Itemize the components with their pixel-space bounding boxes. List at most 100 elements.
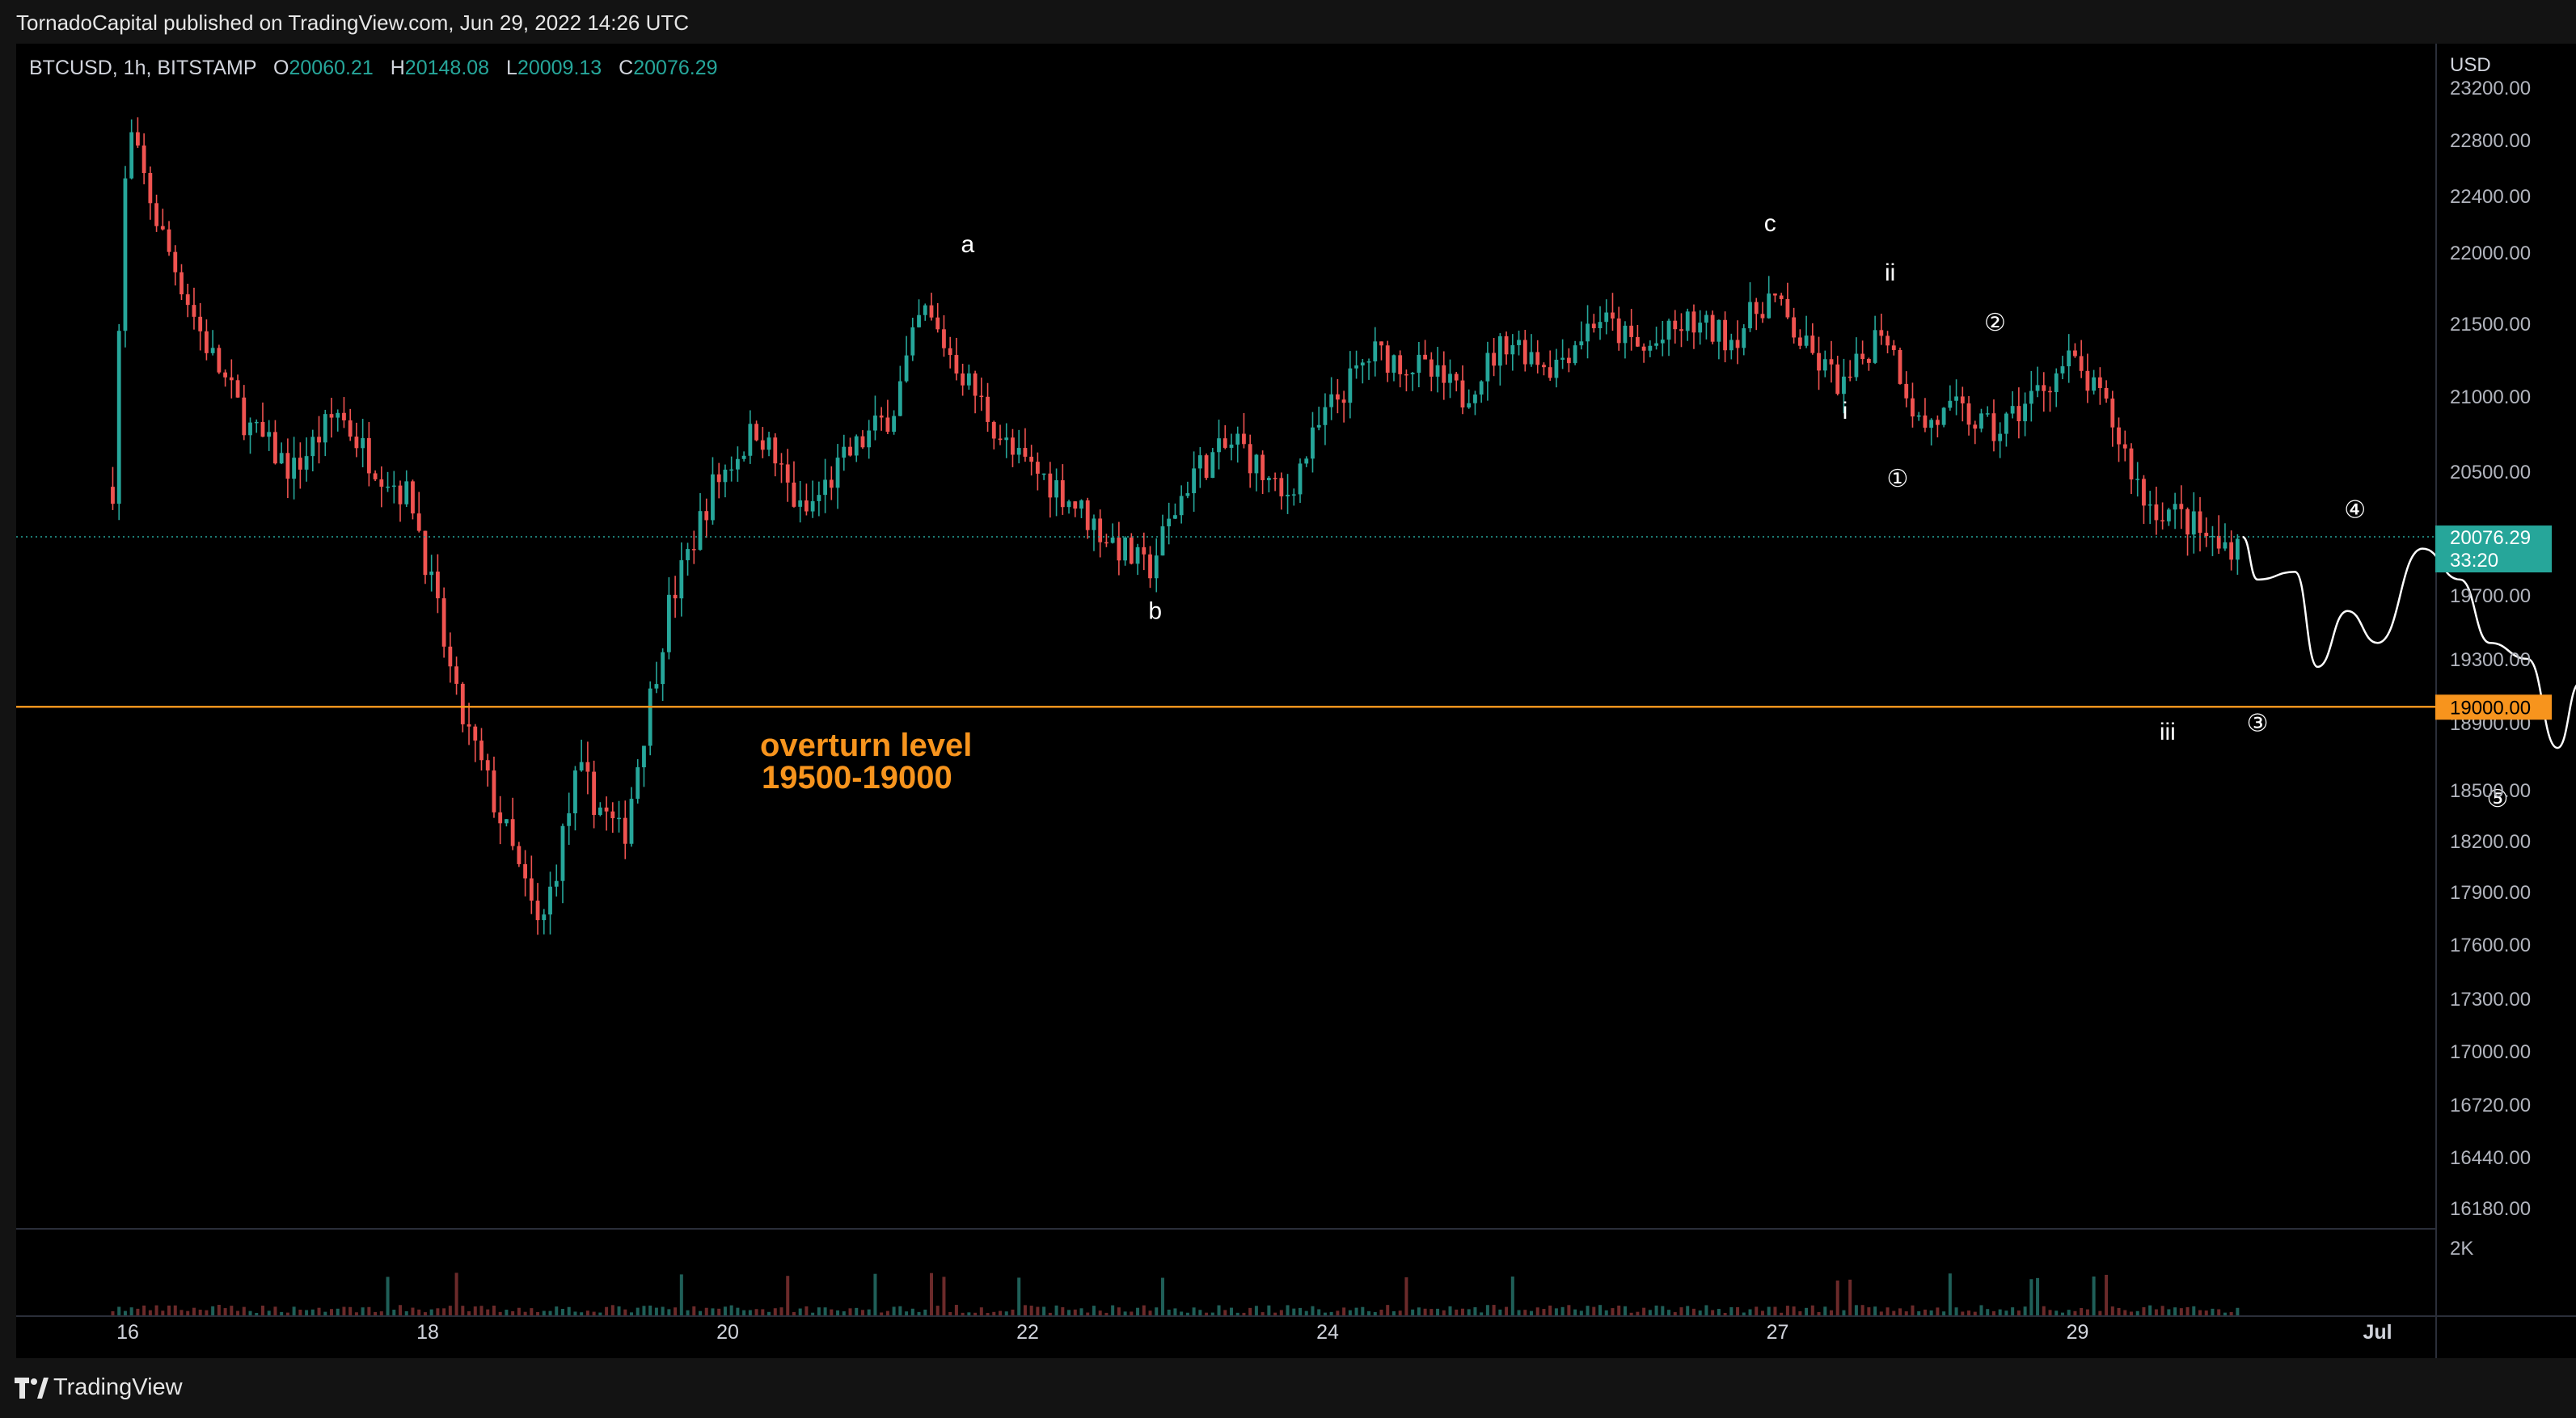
candle-body xyxy=(648,688,652,746)
volume-bar xyxy=(1386,1305,1390,1316)
candle-body xyxy=(1710,314,1715,342)
volume-bar xyxy=(1991,1310,1995,1316)
volume-bar xyxy=(417,1309,421,1316)
price-tick-label: 17900.00 xyxy=(2450,882,2531,904)
volume-bar xyxy=(1048,1312,1052,1316)
volume-bar xyxy=(292,1306,296,1316)
candle-body xyxy=(1685,311,1690,331)
volume-bar xyxy=(1023,1305,1027,1316)
candle-body xyxy=(629,799,634,844)
candle-body xyxy=(792,482,796,507)
candle-body xyxy=(673,594,678,599)
volume-bar xyxy=(1155,1307,1159,1316)
candle-body xyxy=(948,348,952,356)
volume-bar xyxy=(1217,1305,1221,1316)
candle-body xyxy=(2122,444,2127,449)
volume-bar xyxy=(1560,1306,1565,1316)
volume-bar xyxy=(1704,1305,1708,1316)
volume-bar xyxy=(1873,1306,1877,1316)
candle-body xyxy=(929,305,934,318)
candle-body xyxy=(1829,359,1834,365)
wave-label: c xyxy=(1764,210,1776,237)
wave-label: ③ xyxy=(2247,710,2269,736)
volume-bar xyxy=(1923,1309,1927,1316)
candle-body xyxy=(823,479,827,496)
candle-body xyxy=(779,463,783,465)
volume-bar xyxy=(1011,1309,1015,1316)
volume-bar xyxy=(610,1305,614,1316)
volume-bar xyxy=(217,1305,221,1316)
candle-body xyxy=(698,511,703,551)
volume-bar xyxy=(2167,1309,2171,1316)
volume-bar xyxy=(804,1306,809,1316)
volume-bar xyxy=(1098,1310,1102,1316)
volume-bar xyxy=(979,1307,983,1316)
volume-bar xyxy=(1729,1306,1734,1316)
candle-body xyxy=(1548,367,1552,378)
candle-body xyxy=(485,760,490,771)
volume-bar xyxy=(1598,1305,1603,1316)
candle-body xyxy=(1435,365,1440,377)
candle-body xyxy=(691,549,696,551)
candle-body xyxy=(2110,399,2115,428)
volume-bar xyxy=(836,1310,840,1316)
volume-bar xyxy=(2129,1311,2133,1316)
wave-label: ① xyxy=(1886,466,1908,492)
candle-body xyxy=(2004,413,2008,434)
candle-body xyxy=(573,770,577,814)
volume-bar xyxy=(1998,1309,2002,1316)
candle-body xyxy=(935,317,940,330)
candle-body xyxy=(1804,336,1809,346)
candle-body xyxy=(1354,365,1358,369)
volume-bar xyxy=(248,1310,252,1316)
volume-bar xyxy=(1592,1306,1596,1316)
candle-body xyxy=(723,469,728,483)
level-badge xyxy=(2435,694,2552,720)
candle-body xyxy=(1117,537,1121,561)
candle-body xyxy=(748,424,753,456)
wave-label: ④ xyxy=(2344,496,2366,523)
candle-body xyxy=(510,819,515,846)
volume-bar xyxy=(779,1307,783,1316)
price-tick-label: 16180.00 xyxy=(2450,1198,2531,1220)
candle-body xyxy=(1904,383,1909,399)
volume-bar xyxy=(1391,1310,1396,1316)
candle-body xyxy=(1123,537,1127,561)
price-tick-label: 19700.00 xyxy=(2450,585,2531,607)
volume-bar xyxy=(1973,1311,1977,1316)
candle-body xyxy=(1748,302,1752,329)
candle-body xyxy=(735,458,740,470)
wave-labels-layer: abciii①②④iv③iii⑤voverturn level19500-190… xyxy=(760,210,2508,812)
candle-body xyxy=(873,416,877,431)
candle-body xyxy=(1998,433,2003,441)
volume-bar xyxy=(1961,1311,1965,1316)
volume-bar xyxy=(679,1274,683,1316)
candle-body xyxy=(1785,298,1790,318)
candle-body xyxy=(2185,509,2190,535)
volume-bar xyxy=(555,1306,559,1316)
wave-label: i xyxy=(1843,398,1848,424)
chart-panel[interactable] xyxy=(16,44,2435,1358)
candle-body xyxy=(1948,400,1953,408)
volume-bar xyxy=(1760,1310,1764,1316)
volume-bar xyxy=(454,1272,458,1316)
candle-body xyxy=(1616,318,1621,344)
candle-body xyxy=(1092,518,1096,530)
volume-bar xyxy=(129,1307,133,1316)
candle-body xyxy=(810,500,815,512)
candle-body xyxy=(1542,365,1546,368)
volume-bar xyxy=(1979,1305,1983,1316)
wave-label: b xyxy=(1148,598,1162,625)
volume-bar xyxy=(1805,1307,1809,1316)
price-tick-label: 21000.00 xyxy=(2450,386,2531,408)
symbol-legend[interactable]: BTCUSD, 1h, BITSTAMP O20060.21 H20148.08… xyxy=(29,57,718,80)
volume-bar xyxy=(598,1312,602,1316)
volume-bar xyxy=(2236,1307,2240,1316)
volume-bar xyxy=(1123,1311,1127,1316)
candle-body xyxy=(523,863,527,879)
volume-bar xyxy=(848,1308,852,1316)
candle-body xyxy=(1011,437,1015,455)
candle-body xyxy=(1973,424,1978,429)
volume-bar xyxy=(1185,1312,1189,1316)
